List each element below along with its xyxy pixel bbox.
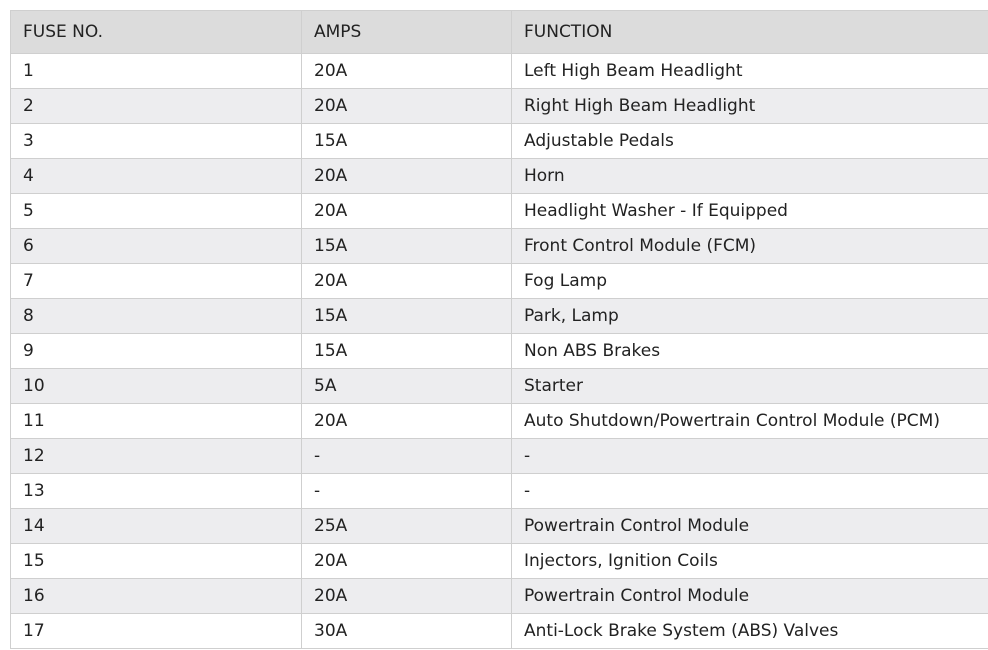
table-row: 2 20A Right High Beam Headlight (10, 88, 988, 124)
table-row: 5 20A Headlight Washer - If Equipped (10, 193, 988, 229)
fuse-no-cell: 11 (10, 403, 302, 439)
fuse-no-cell: 6 (10, 228, 302, 264)
amps-cell: 25A (301, 508, 512, 544)
amps-cell: 30A (301, 613, 512, 649)
fuse-no-cell: 4 (10, 158, 302, 194)
amps-cell: 20A (301, 543, 512, 579)
amps-cell: 20A (301, 88, 512, 124)
function-cell: Adjustable Pedals (511, 123, 988, 159)
function-cell: Park, Lamp (511, 298, 988, 334)
header-amps: AMPS (301, 10, 512, 54)
amps-cell: 15A (301, 123, 512, 159)
function-cell: Starter (511, 368, 988, 404)
function-cell: Horn (511, 158, 988, 194)
function-cell: Left High Beam Headlight (511, 53, 988, 89)
fuse-no-cell: 15 (10, 543, 302, 579)
function-cell: Powertrain Control Module (511, 578, 988, 614)
amps-cell: 15A (301, 333, 512, 369)
fuse-table: FUSE NO. AMPS FUNCTION 1 20A Left High Bea… (10, 10, 988, 649)
header-fuse-no: FUSE NO. (10, 10, 302, 54)
amps-cell: 5A (301, 368, 512, 404)
fuse-no-cell: 3 (10, 123, 302, 159)
table-row: 13- - (10, 473, 988, 509)
amps-cell: 15A (301, 228, 512, 264)
fuse-no-cell: 8 (10, 298, 302, 334)
function-cell: Non ABS Brakes (511, 333, 988, 369)
function-cell: Anti-Lock Brake System (ABS) Valves (511, 613, 988, 649)
function-cell: Auto Shutdown/Powertrain Control Module … (511, 403, 988, 439)
function-cell: Injectors, Ignition Coils (511, 543, 988, 579)
table-row: 15 20A Injectors, Ignition Coils (10, 543, 988, 579)
fuse-no-cell: 5 (10, 193, 302, 229)
amps-cell: - (301, 473, 512, 509)
fuse-no-cell: 2 (10, 88, 302, 124)
table-row: 16 20A Powertrain Control Module (10, 578, 988, 614)
fuse-no-cell: 1 (10, 53, 302, 89)
function-cell: Front Control Module (FCM) (511, 228, 988, 264)
function-cell: - (511, 438, 988, 474)
fuse-no-cell: 12 (10, 438, 302, 474)
table-row: 7 20A Fog Lamp (10, 263, 988, 299)
function-cell: Fog Lamp (511, 263, 988, 299)
fuse-no-cell: 10 (10, 368, 302, 404)
function-cell: - (511, 473, 988, 509)
table-row: 9 15A Non ABS Brakes (10, 333, 988, 369)
table-row: 11 20A Auto Shutdown/Powertrain Control Mo… (10, 403, 988, 439)
fuse-no-cell: 17 (10, 613, 302, 649)
function-cell: Right High Beam Headlight (511, 88, 988, 124)
function-cell: Powertrain Control Module (511, 508, 988, 544)
header-row: FUSE NO. AMPS FUNCTION (10, 10, 988, 54)
fuse-no-cell: 9 (10, 333, 302, 369)
amps-cell: 20A (301, 158, 512, 194)
fuse-no-cell: 16 (10, 578, 302, 614)
table-row: 6 15A Front Control Module (FCM) (10, 228, 988, 264)
table-row: 4 20A Horn (10, 158, 988, 194)
table-row: 8 15A Park, Lamp (10, 298, 988, 334)
amps-cell: 20A (301, 263, 512, 299)
fuse-no-cell: 13 (10, 473, 302, 509)
table-row: 14 25A Powertrain Control Module (10, 508, 988, 544)
table-row: 17 30A Anti-Lock Brake System (ABS) Valves (10, 613, 988, 649)
amps-cell: 20A (301, 193, 512, 229)
amps-cell: - (301, 438, 512, 474)
table-row: 1 20A Left High Beam Headlight (10, 53, 988, 89)
fuse-no-cell: 14 (10, 508, 302, 544)
amps-cell: 15A (301, 298, 512, 334)
amps-cell: 20A (301, 53, 512, 89)
table-row: 10 5A Starter (10, 368, 988, 404)
table-row: 3 15A Adjustable Pedals (10, 123, 988, 159)
table-row: 12- - (10, 438, 988, 474)
amps-cell: 20A (301, 578, 512, 614)
function-cell: Headlight Washer - If Equipped (511, 193, 988, 229)
amps-cell: 20A (301, 403, 512, 439)
header-function: FUNCTION (511, 10, 988, 54)
fuse-no-cell: 7 (10, 263, 302, 299)
